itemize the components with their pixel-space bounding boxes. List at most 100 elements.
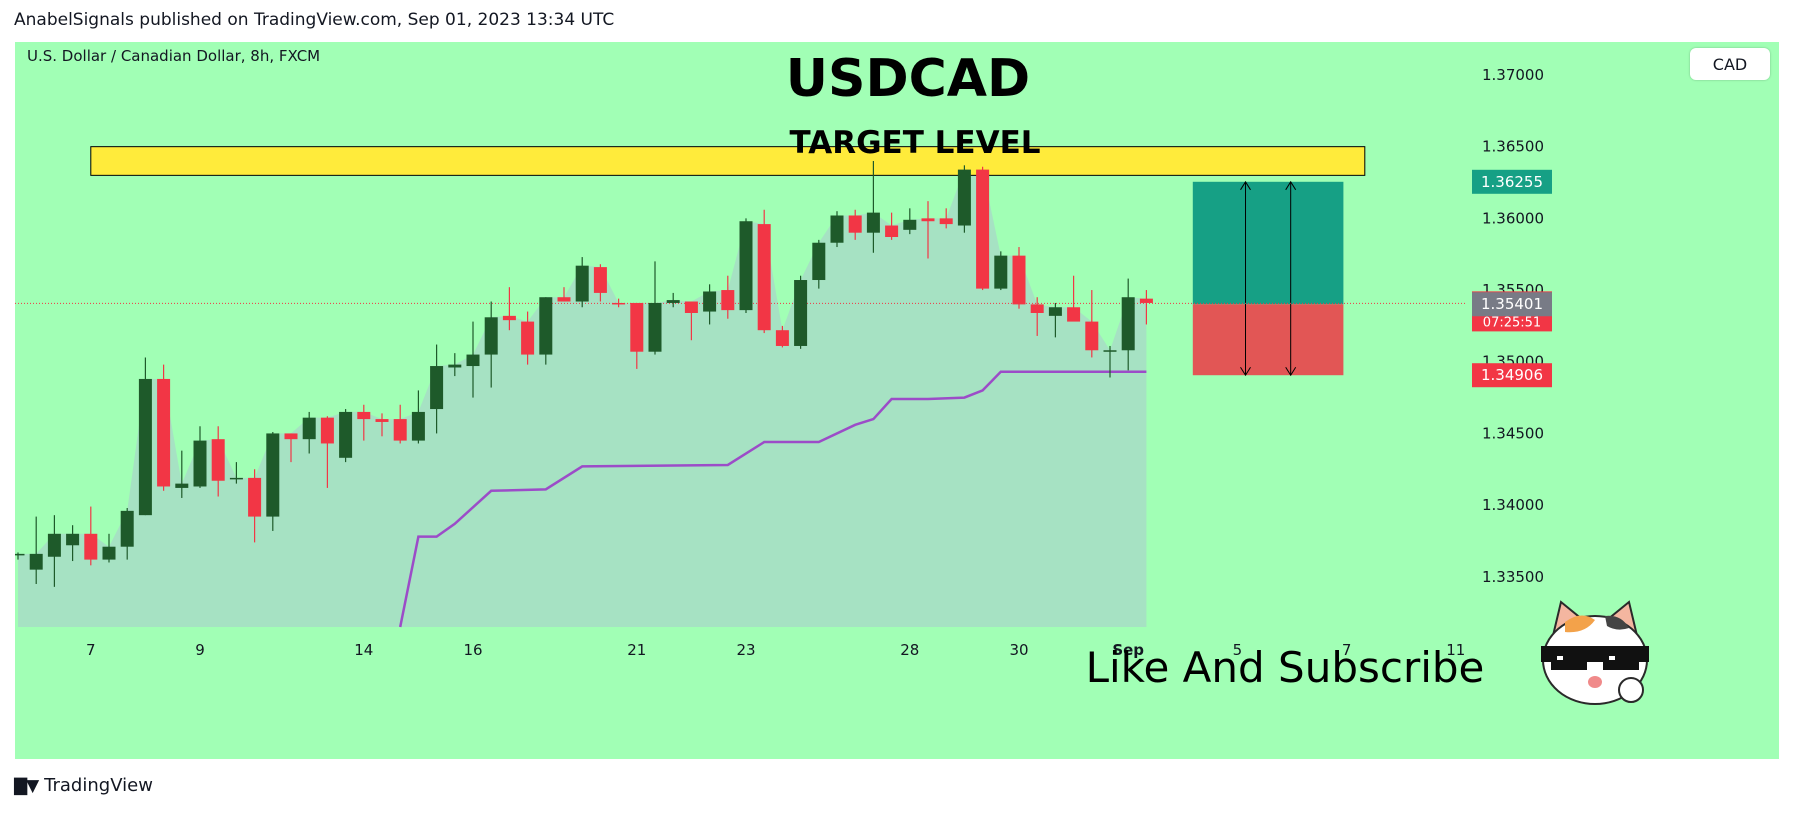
candle[interactable] bbox=[120, 507, 134, 560]
footer-brand[interactable]: TradingView bbox=[44, 775, 153, 796]
candle[interactable] bbox=[830, 211, 844, 248]
candle[interactable] bbox=[411, 390, 425, 444]
candle-body bbox=[320, 417, 334, 444]
candle[interactable] bbox=[848, 209, 862, 240]
candle-body bbox=[1139, 298, 1153, 303]
candle-body bbox=[357, 411, 371, 420]
time-tick-label[interactable]: 28 bbox=[900, 641, 919, 659]
candle[interactable] bbox=[703, 284, 717, 325]
candle[interactable] bbox=[775, 325, 789, 348]
price-tick-label[interactable]: 1.34500 bbox=[1482, 424, 1544, 442]
candle[interactable] bbox=[502, 287, 516, 331]
candle[interactable] bbox=[794, 275, 808, 349]
candle[interactable] bbox=[102, 533, 116, 563]
time-tick-label[interactable]: 7 bbox=[1342, 641, 1352, 659]
candle[interactable] bbox=[630, 302, 644, 369]
price-tick-label[interactable]: 1.34000 bbox=[1482, 496, 1544, 514]
candle[interactable] bbox=[666, 292, 680, 308]
candle[interactable] bbox=[393, 404, 407, 444]
tradingview-logo-icon[interactable]: ▇▼ bbox=[14, 775, 39, 796]
time-tick-label[interactable]: 30 bbox=[1009, 641, 1028, 659]
loss-zone[interactable] bbox=[1192, 304, 1344, 376]
time-tick-label[interactable]: 14 bbox=[354, 641, 373, 659]
symbol-line[interactable]: U.S. Dollar / Canadian Dollar, 8h, FXCM bbox=[27, 47, 320, 65]
candle[interactable] bbox=[575, 257, 589, 308]
time-axis[interactable]: 7 9 14 16 21 23 28 30 Sep 5 7 11 bbox=[86, 641, 1465, 659]
candle[interactable] bbox=[138, 357, 152, 516]
candle[interactable] bbox=[812, 239, 826, 289]
candle[interactable] bbox=[157, 364, 171, 491]
candle[interactable] bbox=[47, 515, 61, 587]
time-tick-label[interactable]: 21 bbox=[627, 641, 646, 659]
candle[interactable] bbox=[430, 344, 444, 434]
candle[interactable] bbox=[448, 353, 462, 377]
chart-panel[interactable]: 1.37000 1.36500 1.36000 1.35500 1.35000 1.345… bbox=[15, 42, 1779, 759]
position-tool[interactable] bbox=[1192, 180, 1344, 377]
time-tick-label[interactable]: 7 bbox=[86, 641, 96, 659]
candle[interactable] bbox=[466, 321, 480, 398]
time-tick-label[interactable]: 9 bbox=[195, 641, 205, 659]
candle[interactable] bbox=[1103, 345, 1117, 378]
candle[interactable] bbox=[375, 413, 389, 437]
currency-button[interactable]: CAD bbox=[1690, 48, 1770, 80]
candle[interactable] bbox=[84, 506, 98, 566]
candle[interactable] bbox=[976, 166, 990, 291]
time-tick-label[interactable]: 23 bbox=[736, 641, 755, 659]
cta-text: Like And Subscribe bbox=[1086, 643, 1485, 692]
time-tick-label[interactable]: 16 bbox=[463, 641, 482, 659]
candle[interactable] bbox=[320, 416, 334, 488]
candle[interactable] bbox=[211, 426, 225, 497]
candle[interactable] bbox=[284, 433, 298, 463]
time-tick-label[interactable]: Sep bbox=[1112, 641, 1144, 659]
candle[interactable] bbox=[357, 404, 371, 441]
candle[interactable] bbox=[885, 212, 899, 240]
candle[interactable] bbox=[739, 218, 753, 313]
price-tick-label[interactable]: 1.36500 bbox=[1482, 138, 1544, 156]
candle[interactable] bbox=[248, 469, 262, 543]
candle[interactable] bbox=[721, 275, 735, 319]
candle[interactable] bbox=[1139, 290, 1153, 325]
candle-body bbox=[848, 215, 862, 233]
price-tick-label[interactable]: 1.37000 bbox=[1482, 66, 1544, 84]
candle[interactable] bbox=[1085, 290, 1099, 358]
candle[interactable] bbox=[539, 297, 553, 365]
candle[interactable] bbox=[193, 426, 207, 488]
candle[interactable] bbox=[1012, 247, 1026, 309]
candle[interactable] bbox=[557, 287, 571, 302]
candle[interactable] bbox=[266, 432, 280, 531]
candle[interactable] bbox=[684, 301, 698, 341]
candle[interactable] bbox=[648, 261, 662, 355]
candles-layer[interactable] bbox=[15, 161, 1153, 587]
candle[interactable] bbox=[593, 264, 607, 302]
profit-zone[interactable] bbox=[1192, 181, 1344, 305]
candle[interactable] bbox=[29, 516, 43, 584]
candle[interactable] bbox=[229, 462, 243, 484]
candle[interactable] bbox=[1048, 302, 1062, 338]
price-tick-label[interactable]: 1.33500 bbox=[1482, 568, 1544, 586]
time-tick-label[interactable]: 5 bbox=[1233, 641, 1243, 659]
candle[interactable] bbox=[757, 209, 771, 334]
candle[interactable] bbox=[15, 552, 25, 560]
candle-body bbox=[229, 477, 243, 480]
candle[interactable] bbox=[903, 208, 917, 235]
candle[interactable] bbox=[484, 301, 498, 388]
candle[interactable] bbox=[66, 525, 80, 562]
candle[interactable] bbox=[1030, 297, 1044, 336]
candle[interactable] bbox=[302, 411, 316, 454]
price-tick-label[interactable]: 1.36000 bbox=[1482, 209, 1544, 227]
candle[interactable] bbox=[175, 450, 189, 498]
candle[interactable] bbox=[994, 251, 1008, 291]
price-chart[interactable]: 1.370001.365001.360001.355001.350001.345… bbox=[15, 42, 1779, 759]
candle[interactable] bbox=[521, 311, 535, 365]
candle[interactable] bbox=[957, 165, 971, 233]
time-tick-label[interactable]: 11 bbox=[1446, 641, 1465, 659]
candle[interactable] bbox=[939, 208, 953, 229]
candle[interactable] bbox=[1067, 275, 1081, 322]
candle[interactable] bbox=[612, 298, 626, 308]
candle[interactable] bbox=[339, 409, 353, 463]
price-axis[interactable]: 1.370001.365001.360001.355001.350001.345… bbox=[1482, 66, 1544, 586]
candle[interactable] bbox=[866, 161, 880, 253]
cat-mascot-icon bbox=[1541, 600, 1649, 705]
candle[interactable] bbox=[921, 201, 935, 259]
candle[interactable] bbox=[1121, 278, 1135, 371]
